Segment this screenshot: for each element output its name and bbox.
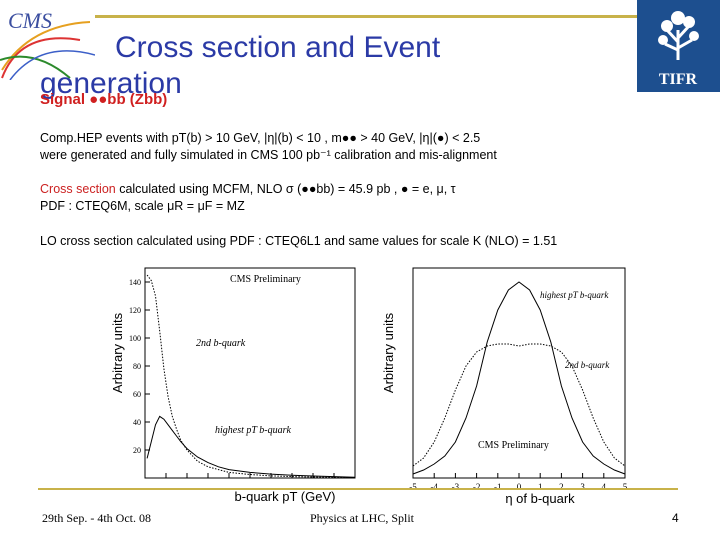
eta-xlabel: η of b-quark	[505, 491, 575, 506]
eta-label-2nd: 2nd b-quark	[565, 360, 610, 370]
text-line-2: were generated and fully simulated in CM…	[40, 148, 497, 162]
pt-ytick-label: 120	[129, 306, 141, 315]
pt-label-highest: highest pT b-quark	[215, 425, 291, 436]
eta-series-highest-pt	[412, 281, 626, 475]
text-xsec: Cross section calculated using MCFM, NLO…	[40, 181, 456, 198]
eta-watermark: CMS Preliminary	[478, 440, 549, 451]
slide-title: Cross section and Event generation	[40, 30, 640, 102]
footer-date: 29th Sep. - 4th Oct. 08	[42, 511, 151, 525]
eta-xtick-label: 0	[517, 482, 522, 492]
eta-ylabel: Arbitrary units	[381, 312, 396, 393]
chart-pt: Arbitrary units 20 40 60 80 100 120 140 CMS Pr…	[100, 258, 360, 508]
title-line-2: generation	[40, 67, 182, 100]
eta-xticks: -5 -4 -3 -2 -1 0 1 2 3 4 5	[409, 473, 628, 492]
xsec-rest: calculated using MCFM, NLO σ (●●bb) = 45…	[115, 182, 456, 196]
eta-xtick-label: 1	[538, 482, 543, 492]
eta-xtick-label: 5	[623, 482, 628, 492]
pt-label-2nd: 2nd b-quark	[196, 338, 246, 349]
text-line-1: Comp.HEP events with pT(b) > 10 GeV, |η|…	[40, 131, 481, 145]
eta-xtick-label: -1	[494, 482, 502, 492]
tifr-logo-text: TIFR	[659, 71, 698, 88]
eta-xtick-label: -2	[473, 482, 481, 492]
cms-logo-text: CMS	[8, 8, 52, 33]
tifr-logo: TIFR	[637, 0, 720, 92]
pt-series-highest-pt	[146, 415, 356, 478]
pt-ytick-label: 140	[129, 278, 141, 287]
pt-ylabel: Arbitrary units	[110, 312, 125, 393]
pt-ytick-label: 80	[133, 362, 141, 371]
text-pdf: PDF : CTEQ6M, scale μR = μF = MZ	[40, 199, 245, 213]
eta-label-highest: highest pT b-quark	[540, 290, 609, 300]
footer-conference: Physics at LHC, Split	[310, 511, 415, 525]
footer-page-number: 4	[672, 511, 679, 525]
xsec-label: Cross section	[40, 182, 116, 196]
pt-ytick-label: 40	[133, 418, 141, 427]
pt-watermark: CMS Preliminary	[230, 274, 301, 285]
header-rule	[95, 15, 637, 18]
eta-xtick-label: -4	[430, 482, 438, 492]
pt-series-2nd-bquark	[146, 274, 356, 479]
pt-ytick-label: 20	[133, 446, 141, 455]
pt-yticks: 20 40 60 80 100 120 140	[129, 278, 150, 455]
pt-xlabel: b-quark pT (GeV)	[235, 489, 336, 504]
title-line-1: Cross section and Event	[115, 31, 441, 64]
subtitle: Signal ●●bb (Zbb) ‌	[40, 91, 172, 108]
eta-xtick-label: -3	[452, 482, 460, 492]
eta-xtick-label: 3	[580, 482, 585, 492]
text-lo: LO cross section calculated using PDF : …	[40, 234, 558, 248]
pt-ytick-label: 100	[129, 334, 141, 343]
eta-xtick-label: 4	[602, 482, 607, 492]
pt-xticks	[144, 473, 356, 478]
eta-xtick-label: 2	[559, 482, 564, 492]
cms-logo: CMS	[0, 0, 96, 81]
pt-ytick-label: 60	[133, 390, 141, 399]
eta-xtick-label: -5	[409, 482, 417, 492]
footer-rule	[38, 488, 678, 490]
chart-eta: Arbitrary units -5 -4 -3 -2 -1 0 1 2 3 4 5 CMS Pre…	[375, 258, 635, 508]
